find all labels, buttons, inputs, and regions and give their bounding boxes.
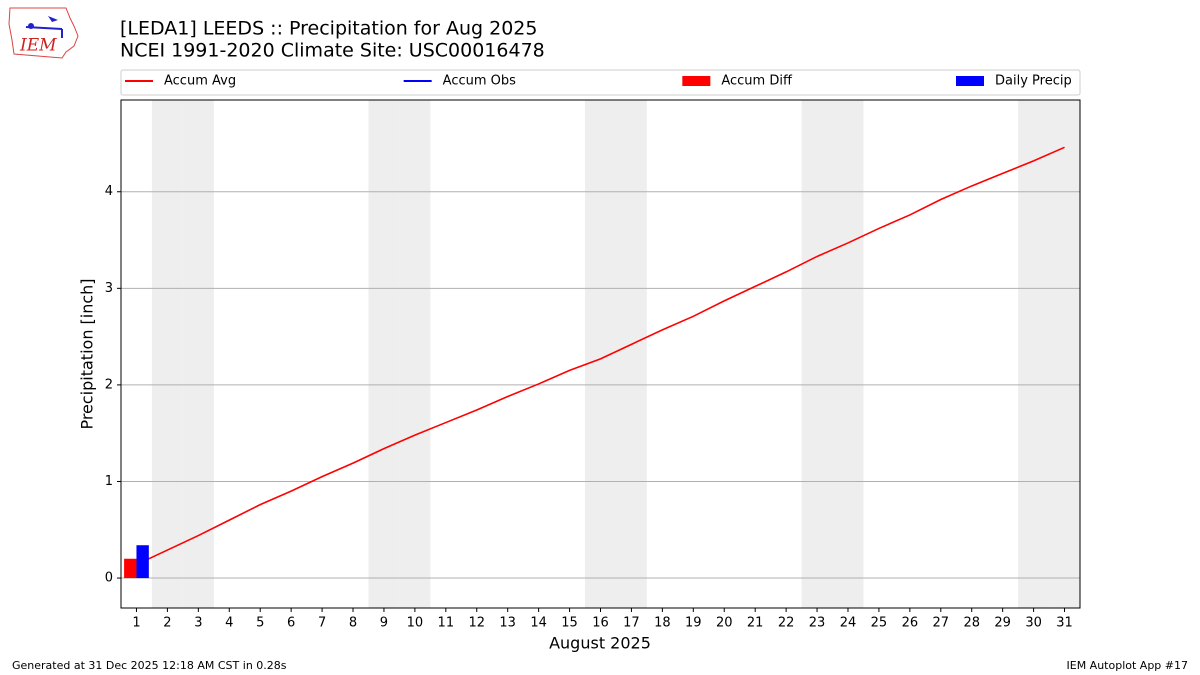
bar	[124, 558, 137, 579]
weekend-shade	[801, 100, 833, 608]
weekend-shade	[615, 100, 647, 608]
logo-outline	[8, 7, 79, 59]
x-tick-label: 27	[933, 616, 950, 631]
legend-swatch	[682, 76, 711, 86]
footer-left: Generated at 31 Dec 2025 12:18 AM CST in…	[12, 659, 287, 672]
legend-label: Daily Precip	[995, 74, 1072, 89]
x-tick-label: 13	[499, 616, 516, 631]
weekend-shade	[1049, 100, 1080, 608]
legend-label: Accum Diff	[721, 74, 793, 89]
x-tick-label: 6	[287, 616, 295, 631]
y-tick-label: 0	[105, 571, 113, 586]
x-axis-label: August 2025	[549, 634, 651, 653]
x-tick-label: 9	[380, 616, 388, 631]
legend-swatch	[956, 76, 984, 86]
x-tick-label: 30	[1025, 616, 1042, 631]
footer-right: IEM Autoplot App #17	[1067, 659, 1189, 672]
x-tick-label: 14	[530, 616, 547, 631]
bar	[136, 545, 149, 579]
weekend-shade	[832, 100, 864, 608]
x-tick-label: 5	[256, 616, 264, 631]
y-tick-label: 4	[105, 184, 113, 199]
weekend-shade	[151, 100, 183, 608]
x-tick-label: 3	[194, 616, 202, 631]
logo: IEM	[8, 7, 79, 59]
legend-label: Accum Obs	[443, 74, 516, 89]
x-tick-label: 2	[163, 616, 171, 631]
x-tick-label: 10	[407, 616, 424, 631]
line	[136, 146, 1065, 566]
y-tick-label: 3	[105, 281, 113, 296]
x-tick-label: 15	[561, 616, 578, 631]
x-tick-label: 25	[871, 616, 888, 631]
chart-title: [LEDA1] LEEDS :: Precipitation for Aug 2…	[120, 18, 537, 40]
legend-label: Accum Avg	[164, 74, 236, 89]
plot-frame	[120, 99, 1081, 609]
x-tick-label: 29	[994, 616, 1011, 631]
x-tick-label: 1	[132, 616, 140, 631]
y-axis-label: Precipitation [inch]	[78, 278, 97, 429]
y-tick-label: 1	[105, 474, 113, 489]
x-tick-label: 17	[623, 616, 640, 631]
weekend-shade	[182, 100, 214, 608]
weekend-shade	[368, 100, 400, 608]
chart-subtitle: NCEI 1991-2020 Climate Site: USC00016478	[120, 40, 545, 62]
x-tick-label: 26	[902, 616, 919, 631]
x-tick-label: 28	[963, 616, 980, 631]
weekend-shade	[1018, 100, 1050, 608]
logo-flag	[48, 16, 58, 22]
x-tick-label: 23	[809, 616, 826, 631]
x-tick-label: 7	[318, 616, 326, 631]
x-tick-label: 24	[840, 616, 857, 631]
logo-text: IEM	[19, 36, 57, 56]
x-tick-label: 20	[716, 616, 733, 631]
x-tick-label: 31	[1056, 616, 1073, 631]
x-tick-label: 18	[654, 616, 671, 631]
x-tick-label: 19	[685, 616, 702, 631]
x-tick-label: 11	[438, 616, 455, 631]
x-tick-label: 22	[778, 616, 795, 631]
x-tick-label: 8	[349, 616, 357, 631]
legend-box	[120, 69, 1081, 96]
weekend-shade	[399, 100, 431, 608]
y-tick-label: 2	[105, 377, 113, 392]
x-tick-label: 12	[468, 616, 485, 631]
x-tick-label: 21	[747, 616, 764, 631]
x-tick-label: 16	[592, 616, 609, 631]
logo-dot	[28, 23, 34, 29]
x-tick-label: 4	[225, 616, 233, 631]
